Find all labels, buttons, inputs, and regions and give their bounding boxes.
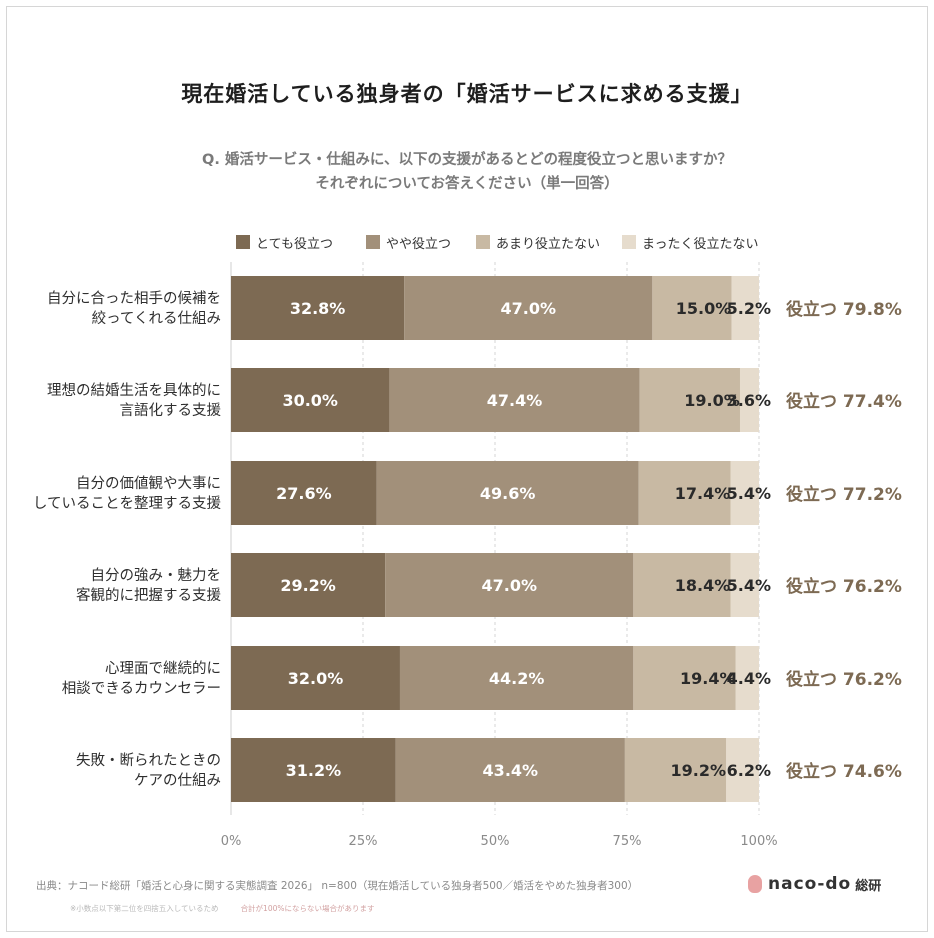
data-label: 6.2% <box>727 761 771 780</box>
legend-item: とても役立つ <box>236 232 333 252</box>
survey-question: Q. 婚活サービス・仕組みに、以下の支援があるとどの程度役立つと思いますか？ そ… <box>0 148 934 196</box>
legend-item: まったく役立たない <box>622 232 758 252</box>
category-label: ケアの仕組み <box>134 772 221 789</box>
category-label: 客観的に把握する支援 <box>76 587 221 604</box>
bar-segment <box>389 368 640 432</box>
data-label: 3.6% <box>727 391 771 410</box>
category-label: 言語化する支援 <box>120 402 222 419</box>
chart-title: 現在婚活している独身者の「婚活サービスに求める支援」 <box>181 82 753 106</box>
brand-logo: naco-do 総研 <box>748 874 881 894</box>
bar-segment <box>731 276 759 340</box>
data-label: 47.0% <box>501 299 557 318</box>
legend-label: やや役立つ <box>386 236 452 252</box>
data-label: 27.6% <box>276 484 332 503</box>
bar-segment <box>735 646 759 710</box>
legend-label: まったく役立たない <box>642 236 759 252</box>
logo-mark-icon <box>748 875 762 893</box>
bar-segment <box>231 461 377 525</box>
data-label: 5.4% <box>727 576 771 595</box>
legend-label: あまり役立たない <box>496 236 601 252</box>
data-label: 30.0% <box>282 391 338 410</box>
bar-segment <box>730 461 759 525</box>
legend-swatch <box>476 235 490 249</box>
total-label: 役立つ 76.2% <box>786 669 902 690</box>
category-label: 失敗・断られたときの <box>76 752 221 769</box>
data-label: 43.4% <box>483 761 539 780</box>
logo-name: naco-do <box>768 874 852 894</box>
category-label: 自分の強み・魅力を <box>91 567 222 584</box>
data-label: 17.4% <box>675 484 731 503</box>
bar-segment <box>633 553 731 617</box>
category-label: 自分の価値観や大事に <box>76 475 221 492</box>
bar-segment <box>231 276 405 340</box>
category-label: していることを整理する支援 <box>33 495 222 512</box>
bar-segment <box>376 461 639 525</box>
category-label: 自分に合った相手の候補を <box>47 290 221 307</box>
x-tick-label: 75% <box>613 834 642 849</box>
data-label: 29.2% <box>280 576 336 595</box>
data-label: 15.0% <box>676 299 732 318</box>
data-label: 44.2% <box>489 669 545 688</box>
data-label: 47.4% <box>487 391 543 410</box>
bar-segment <box>385 553 634 617</box>
bar-segment <box>404 276 653 340</box>
category-label: 絞ってくれる仕組み <box>92 309 221 327</box>
bar-segment <box>730 553 759 617</box>
x-tick-label: 50% <box>481 834 510 849</box>
data-label: 32.8% <box>290 299 346 318</box>
data-label: 4.4% <box>727 669 771 688</box>
bar-segment <box>638 461 731 525</box>
bar-segment <box>231 553 386 617</box>
bar-segment <box>639 368 740 432</box>
x-tick-label: 100% <box>740 834 777 849</box>
footnote-part-2: 合計が100%にならない場合があります <box>240 904 375 913</box>
legend-item: やや役立つ <box>366 232 451 252</box>
data-label: 31.2% <box>286 761 342 780</box>
bar-segment <box>399 646 634 710</box>
bar-segment <box>624 738 727 802</box>
category-label: 心理面で継続的に <box>105 660 221 677</box>
data-label: 19.0% <box>684 391 740 410</box>
legend-swatch <box>622 235 636 249</box>
bar-segment <box>231 738 396 802</box>
footnote: ※小数点以下第二位を四捨五入しているため 合計が100%にならない場合があります <box>70 903 375 914</box>
total-label: 役立つ 74.6% <box>786 761 902 782</box>
legend-swatch <box>236 235 250 249</box>
data-label: 19.2% <box>671 761 727 780</box>
legend-label: とても役立つ <box>256 236 333 252</box>
data-label: 49.6% <box>480 484 536 503</box>
total-label: 役立つ 77.4% <box>786 391 902 412</box>
data-label: 47.0% <box>481 576 537 595</box>
bar-segment <box>231 646 400 710</box>
data-label: 18.4% <box>675 576 731 595</box>
bar-segment <box>726 738 759 802</box>
x-tick-label: 0% <box>221 834 242 849</box>
legend: とても役立つ やや役立つ あまり役立たない まったく役立たない <box>0 232 934 252</box>
data-label: 5.2% <box>727 299 771 318</box>
legend-item: あまり役立たない <box>476 232 600 252</box>
logo-suffix: 総研 <box>855 878 882 894</box>
data-label: 19.4% <box>680 669 736 688</box>
total-label: 役立つ 76.2% <box>786 576 902 597</box>
legend-swatch <box>366 235 380 249</box>
bar-segment <box>231 368 390 432</box>
x-tick-label: 25% <box>349 834 378 849</box>
bar-segment <box>652 276 732 340</box>
source-text: 出典：ナコード総研「婚活と心身に関する実態調査 2026」 n=800（現在婚活… <box>36 880 639 892</box>
bar-segment <box>395 738 625 802</box>
data-label: 5.4% <box>727 484 771 503</box>
footnote-part-1: ※小数点以下第二位を四捨五入しているため <box>70 904 219 913</box>
bar-segment <box>739 368 759 432</box>
question-line-2: それぞれについてお答えください（単一回答） <box>315 176 619 192</box>
total-label: 役立つ 77.2% <box>786 484 902 505</box>
bar-segment <box>633 646 736 710</box>
total-label: 役立つ 79.8% <box>786 299 902 320</box>
question-line-1: Q. 婚活サービス・仕組みに、以下の支援があるとどの程度役立つと思いますか？ <box>202 152 732 168</box>
data-label: 32.0% <box>288 669 344 688</box>
category-label: 相談できるカウンセラー <box>62 680 221 697</box>
category-label: 理想の結婚生活を具体的に <box>47 382 221 399</box>
